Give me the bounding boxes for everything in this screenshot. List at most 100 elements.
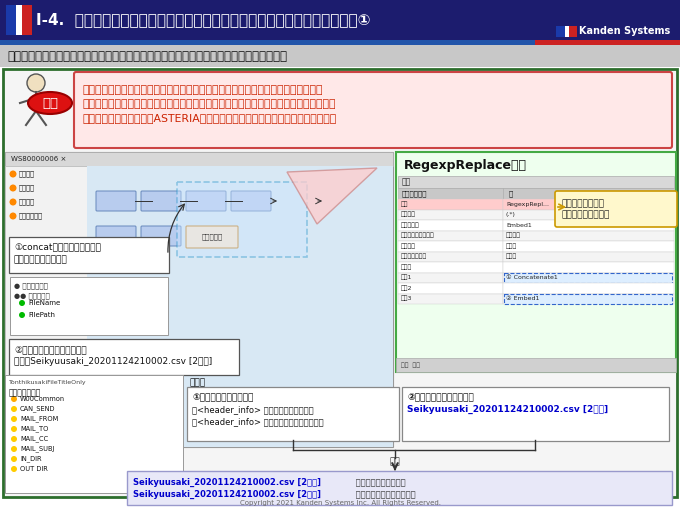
- Bar: [503, 294, 674, 304]
- Text: CAN_SEND: CAN_SEND: [20, 406, 56, 412]
- Text: 外部変数セット: 外部変数セット: [9, 388, 41, 397]
- Text: TonthikusakiFileTitleOnly: TonthikusakiFileTitleOnly: [9, 380, 86, 385]
- Text: 変換種別: 変換種別: [19, 199, 35, 205]
- Bar: [398, 199, 503, 210]
- Bar: [5, 375, 183, 493]
- Circle shape: [11, 396, 17, 402]
- FancyBboxPatch shape: [177, 182, 307, 257]
- Text: MAIL_TO: MAIL_TO: [20, 426, 48, 432]
- FancyBboxPatch shape: [504, 273, 672, 282]
- Bar: [503, 231, 674, 241]
- Bar: [569, 26, 577, 37]
- Bar: [398, 262, 503, 272]
- Text: MAIL_FROM: MAIL_FROM: [20, 416, 58, 422]
- Circle shape: [10, 212, 16, 219]
- Text: Kanden Systems: Kanden Systems: [579, 26, 670, 36]
- FancyBboxPatch shape: [402, 387, 669, 441]
- Circle shape: [11, 466, 17, 472]
- Text: （例）Seikyuusaki_20201124210002.csv [2行目]: （例）Seikyuusaki_20201124210002.csv [2行目]: [14, 357, 212, 366]
- Text: IN_DIR: IN_DIR: [20, 456, 41, 462]
- Circle shape: [11, 456, 17, 462]
- Text: I-4.  開発フェーズでの「工夫」や「生産性向上に寄与した機能」のご紹介①: I-4. 開発フェーズでの「工夫」や「生産性向上に寄与した機能」のご紹介①: [36, 13, 371, 27]
- Bar: [3, 69, 677, 497]
- Bar: [396, 152, 676, 372]
- FancyBboxPatch shape: [74, 72, 672, 148]
- Bar: [503, 283, 674, 294]
- FancyBboxPatch shape: [9, 237, 169, 273]
- Bar: [0, 40, 535, 45]
- Text: 正規表現に合致す: 正規表現に合致す: [561, 199, 604, 208]
- Text: 割処と分: 割処と分: [19, 171, 35, 177]
- Text: 法人名が未入力です。: 法人名が未入力です。: [353, 478, 406, 487]
- FancyBboxPatch shape: [186, 191, 226, 211]
- Text: 置換回数: 置換回数: [401, 243, 416, 249]
- Bar: [535, 40, 680, 45]
- Bar: [396, 358, 676, 372]
- Bar: [87, 166, 393, 447]
- Text: 法人部所名が未入力です。: 法人部所名が未入力です。: [353, 490, 415, 499]
- Bar: [503, 188, 674, 199]
- Text: 入力1: 入力1: [401, 275, 412, 280]
- Text: ②ファイル名・行番号を保持: ②ファイル名・行番号を保持: [14, 345, 86, 354]
- Bar: [398, 294, 503, 304]
- Bar: [565, 26, 569, 37]
- Text: WS80000006 ×: WS80000006 ×: [11, 156, 67, 162]
- Text: 大文字小文字の区別: 大文字小文字の区別: [401, 233, 435, 239]
- FancyBboxPatch shape: [9, 339, 239, 375]
- Text: ●● フロー変数: ●● フロー変数: [14, 292, 50, 299]
- Text: すべて: すべて: [506, 243, 517, 249]
- Text: 詳細  通示: 詳細 通示: [401, 362, 420, 368]
- Text: RegexpReplace関数: RegexpReplace関数: [404, 159, 527, 173]
- Text: 区別する: 区別する: [506, 233, 521, 239]
- Bar: [22, 5, 32, 35]
- Text: ● マッパー変数: ● マッパー変数: [14, 282, 48, 289]
- FancyBboxPatch shape: [231, 191, 271, 211]
- Bar: [0, 0, 680, 40]
- Bar: [398, 231, 503, 241]
- Text: 基本: 基本: [402, 178, 411, 186]
- Circle shape: [27, 74, 45, 92]
- Text: (.*): (.*): [506, 212, 516, 217]
- Bar: [5, 166, 87, 447]
- Bar: [398, 188, 503, 199]
- Bar: [398, 272, 503, 283]
- Ellipse shape: [28, 92, 72, 114]
- Text: 注意: 注意: [42, 97, 58, 109]
- Text: Seikyuusaki_20201124210002.csv [2行目]: Seikyuusaki_20201124210002.csv [2行目]: [133, 478, 321, 487]
- Bar: [503, 241, 674, 251]
- Text: RegexpRepl...: RegexpRepl...: [506, 202, 549, 207]
- FancyBboxPatch shape: [187, 387, 399, 441]
- Text: Embed1: Embed1: [506, 223, 532, 228]
- Text: 値: 値: [509, 190, 513, 197]
- Circle shape: [10, 171, 16, 178]
- FancyBboxPatch shape: [127, 471, 672, 505]
- Bar: [6, 5, 16, 35]
- Bar: [5, 152, 393, 166]
- Bar: [503, 220, 674, 231]
- Text: ② Embed1: ② Embed1: [506, 296, 539, 301]
- Text: レコード番号: レコード番号: [19, 213, 43, 219]
- Bar: [503, 210, 674, 220]
- Text: OUT DIR: OUT DIR: [20, 466, 48, 472]
- Bar: [10, 277, 168, 335]
- Circle shape: [19, 300, 25, 306]
- Text: Seikyuusaki_20201124210002.csv [2行目]: Seikyuusaki_20201124210002.csv [2行目]: [133, 490, 321, 499]
- Bar: [0, 45, 680, 67]
- Text: 把握することが難しいため・・・開発したフローをレビューする際には見落としが発生: 把握することが難しいため・・・開発したフローをレビューする際には見落としが発生: [82, 99, 335, 109]
- Bar: [556, 26, 565, 37]
- Text: 名前: 名前: [401, 202, 409, 207]
- Circle shape: [11, 416, 17, 422]
- Text: いいえ: いいえ: [506, 254, 517, 260]
- Text: 法人番号: 法人番号: [19, 185, 35, 191]
- Text: （例）: （例）: [190, 378, 206, 387]
- Circle shape: [10, 199, 16, 206]
- Text: タグを置換: タグを置換: [201, 234, 222, 240]
- Text: （注意！その１）開発したフローをレビューする際に見落としが発生する可能性がある。: （注意！その１）開発したフローをレビューする際に見落としが発生する可能性がある。: [7, 49, 287, 63]
- Bar: [398, 220, 503, 231]
- Bar: [398, 241, 503, 251]
- FancyBboxPatch shape: [504, 294, 672, 303]
- Circle shape: [11, 436, 17, 442]
- Polygon shape: [287, 168, 377, 224]
- Text: 置換文字列: 置換文字列: [401, 222, 420, 228]
- Bar: [503, 262, 674, 272]
